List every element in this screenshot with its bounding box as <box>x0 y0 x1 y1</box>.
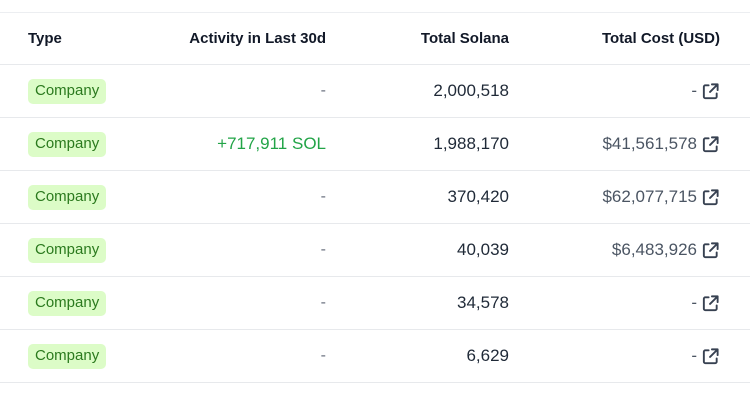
table-row[interactable]: Company - 40,039 $6,483,926 <box>0 224 750 277</box>
total-solana-value: 370,420 <box>447 187 509 206</box>
activity-value: - <box>320 347 326 364</box>
activity-value: - <box>320 82 326 99</box>
type-badge: Company <box>28 78 107 104</box>
total-solana-value: 1,988,170 <box>433 134 509 153</box>
external-link-icon[interactable] <box>701 241 720 260</box>
external-link-icon[interactable] <box>701 188 720 207</box>
total-solana-value: 34,578 <box>457 293 509 312</box>
activity-value: +717,911 SOL <box>217 134 326 153</box>
holdings-table: Type Activity in Last 30d Total Solana T… <box>0 0 750 383</box>
type-badge: Company <box>28 184 107 210</box>
external-link-icon[interactable] <box>701 82 720 101</box>
header-activity[interactable]: Activity in Last 30d <box>189 30 326 47</box>
external-link-icon[interactable] <box>701 347 720 366</box>
total-cost-value: - <box>691 81 697 100</box>
total-cost-value: $6,483,926 <box>611 240 697 259</box>
table-row[interactable]: Company - 34,578 - <box>0 277 750 330</box>
total-cost-value: $41,561,578 <box>602 134 697 153</box>
type-badge: Company <box>28 290 107 316</box>
activity-value: - <box>320 294 326 311</box>
activity-value: - <box>320 241 326 258</box>
header-total-solana[interactable]: Total Solana <box>420 30 509 47</box>
total-cost-value: - <box>691 293 697 312</box>
activity-value: - <box>320 188 326 205</box>
total-solana-value: 6,629 <box>466 346 509 365</box>
total-cost-value: - <box>691 346 697 365</box>
total-cost-value: $62,077,715 <box>602 187 697 206</box>
table-row[interactable]: Company - 370,420 $62,077,715 <box>0 171 750 224</box>
table-header-row: Type Activity in Last 30d Total Solana T… <box>0 13 750 65</box>
table-row[interactable]: Company - 2,000,518 - <box>0 65 750 118</box>
external-link-icon[interactable] <box>701 135 720 154</box>
table-row[interactable]: Company +717,911 SOL 1,988,170 $41,561,5… <box>0 118 750 171</box>
total-solana-value: 40,039 <box>457 240 509 259</box>
type-badge: Company <box>28 131 107 157</box>
header-type[interactable]: Type <box>28 30 62 47</box>
type-badge: Company <box>28 343 107 369</box>
type-badge: Company <box>28 237 107 263</box>
table-top-divider <box>0 0 750 13</box>
header-total-cost[interactable]: Total Cost (USD) <box>601 30 720 47</box>
total-solana-value: 2,000,518 <box>433 81 509 100</box>
external-link-icon[interactable] <box>701 294 720 313</box>
table-row[interactable]: Company - 6,629 - <box>0 330 750 383</box>
